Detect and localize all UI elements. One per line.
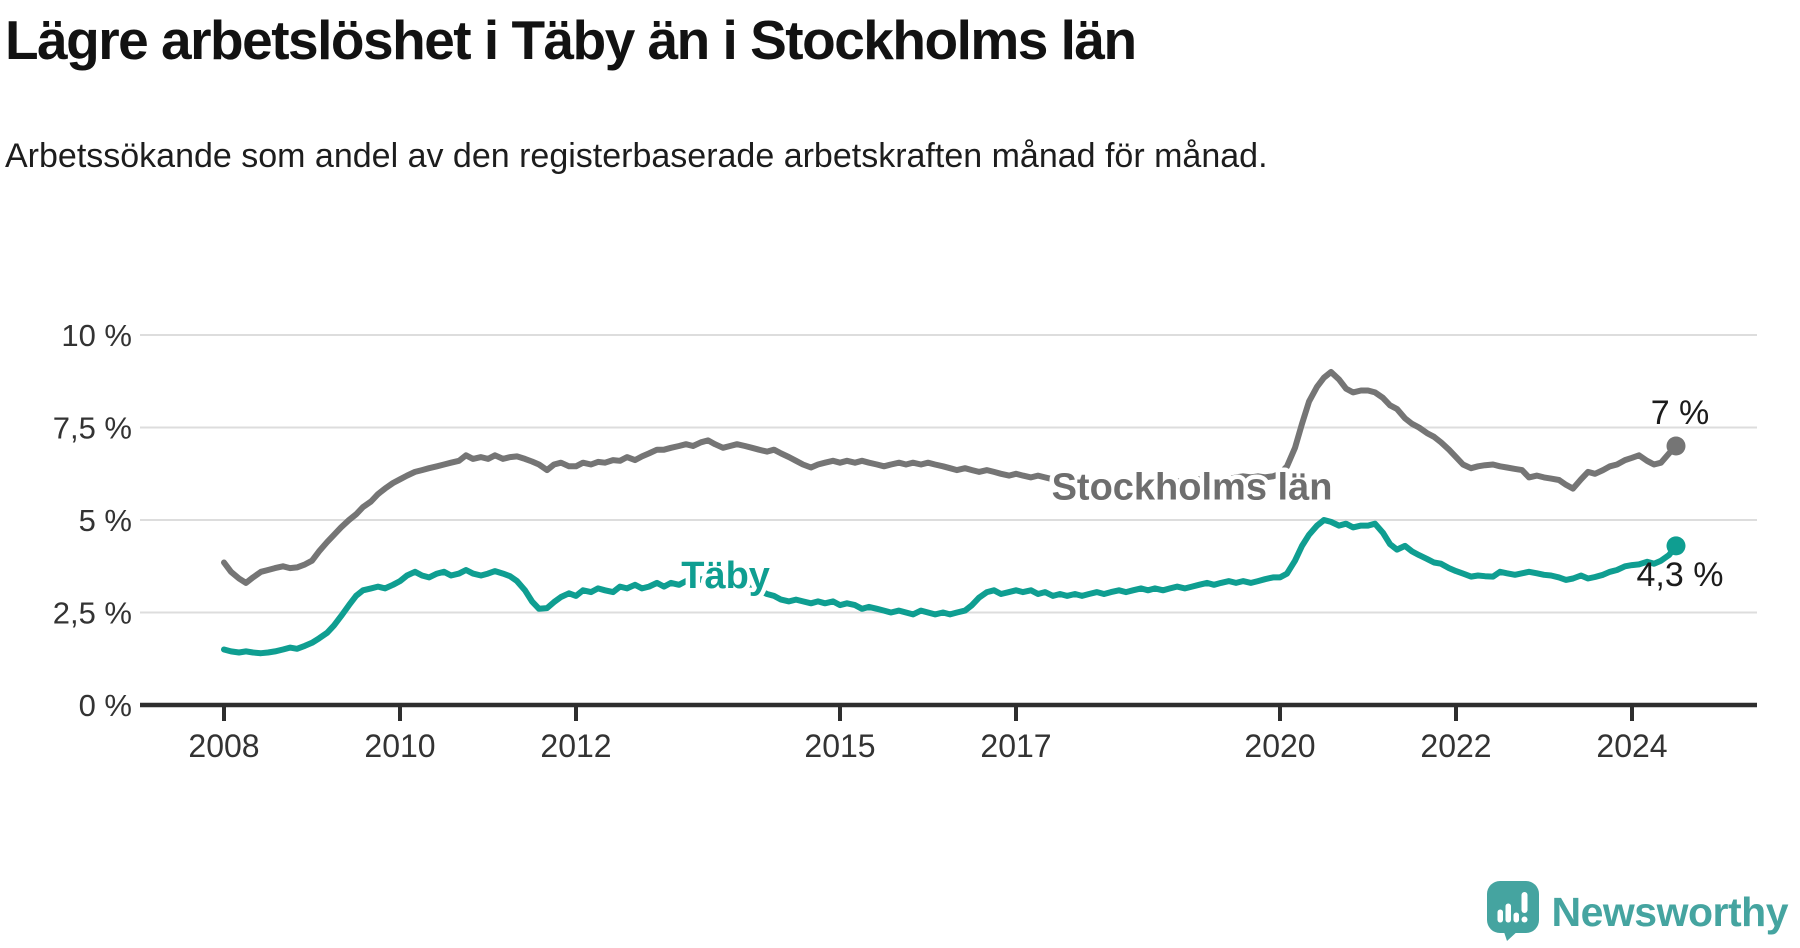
series-line-taby (221, 517, 1679, 657)
x-axis-label: 2015 (804, 728, 875, 764)
end-value-label-taby: 4,3 % (1637, 556, 1724, 594)
x-axis-label: 2010 (364, 728, 435, 764)
x-axis-label: 2008 (188, 728, 259, 764)
y-axis-label: 5 % (79, 503, 132, 538)
end-dot-stockholms-lan (1666, 436, 1686, 456)
page-title: Lägre arbetslöshet i Täby än i Stockholm… (5, 9, 1137, 71)
y-axis-label: 10 % (61, 318, 132, 353)
end-dot-taby (1666, 536, 1686, 556)
y-axis-label: 7,5 % (53, 411, 132, 446)
page-subtitle: Arbetssökande som andel av den registerb… (5, 137, 1268, 175)
y-axis-label: 2,5 % (53, 596, 132, 631)
series-label-stockholms-lan: Stockholms län (1052, 467, 1333, 509)
x-axis-label: 2020 (1244, 728, 1315, 764)
end-value-label-stockholms-lan: 7 % (1651, 394, 1710, 432)
brand-footer: Newsworthy (1486, 881, 1789, 944)
series-line-stockholms-lan (221, 369, 1679, 586)
unemployment-line-chart: 0 % 2,5 % 5 % 7,5 % 10 % 2008 2010 2012 2015 2017… (53, 318, 1757, 764)
brand-name: Newsworthy (1551, 889, 1789, 935)
x-axis-label: 2017 (980, 728, 1051, 764)
newsworthy-logo-icon (1486, 881, 1539, 941)
series-label-taby: Täby (681, 555, 770, 597)
x-axis-label: 2022 (1420, 728, 1491, 764)
x-axis-label: 2024 (1596, 728, 1667, 764)
y-axis-label: 0 % (79, 688, 132, 723)
x-axis-label: 2012 (540, 728, 611, 764)
